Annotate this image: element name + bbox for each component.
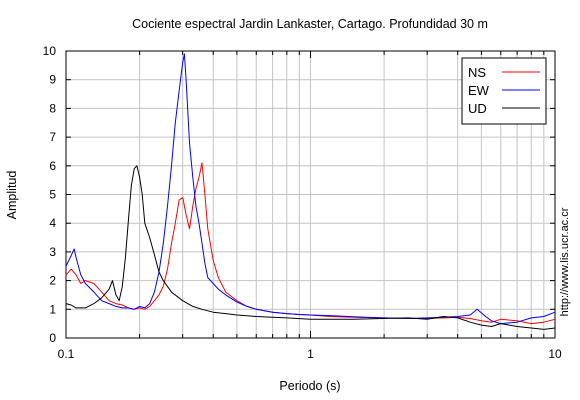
legend: NS EW UD [461, 57, 547, 125]
y-tick-label: 10 [43, 44, 57, 58]
x-tick-label: 10 [548, 347, 562, 361]
series-line-ud [65, 165, 556, 330]
legend-box [461, 57, 547, 125]
y-tick-label: 6 [49, 159, 56, 173]
chart-title: Cociente espectral Jardin Lankaster, Car… [132, 17, 488, 31]
x-tick-label: 0.1 [58, 347, 75, 361]
y-tick-label: 7 [49, 130, 56, 144]
y-tick-label: 2 [49, 274, 56, 288]
y-tick-label: 0 [49, 331, 56, 345]
y-tick-label: 4 [49, 216, 56, 230]
y-tick-label: 3 [49, 245, 56, 259]
series-line-ns [65, 162, 556, 325]
x-axis-label: Periodo (s) [279, 379, 340, 393]
y-tick-label: 9 [49, 73, 56, 87]
y-tick-label: 1 [49, 302, 56, 316]
grid [66, 51, 555, 338]
y-axis-label: Amplitud [5, 171, 19, 220]
y-tick-label: 8 [49, 101, 56, 115]
y-tick-label: 5 [49, 188, 56, 202]
watermark-url: http://www.lis.ucr.ac.cr [559, 207, 571, 316]
axis-ticks: 0 1 2 3 4 5 6 7 8 9 10 0.1 1 10 [43, 44, 562, 361]
legend-label-ud: UD [468, 101, 487, 116]
legend-label-ew: EW [468, 83, 490, 98]
series-layer [65, 53, 556, 330]
legend-label-ns: NS [468, 65, 486, 80]
x-tick-label: 1 [307, 347, 314, 361]
